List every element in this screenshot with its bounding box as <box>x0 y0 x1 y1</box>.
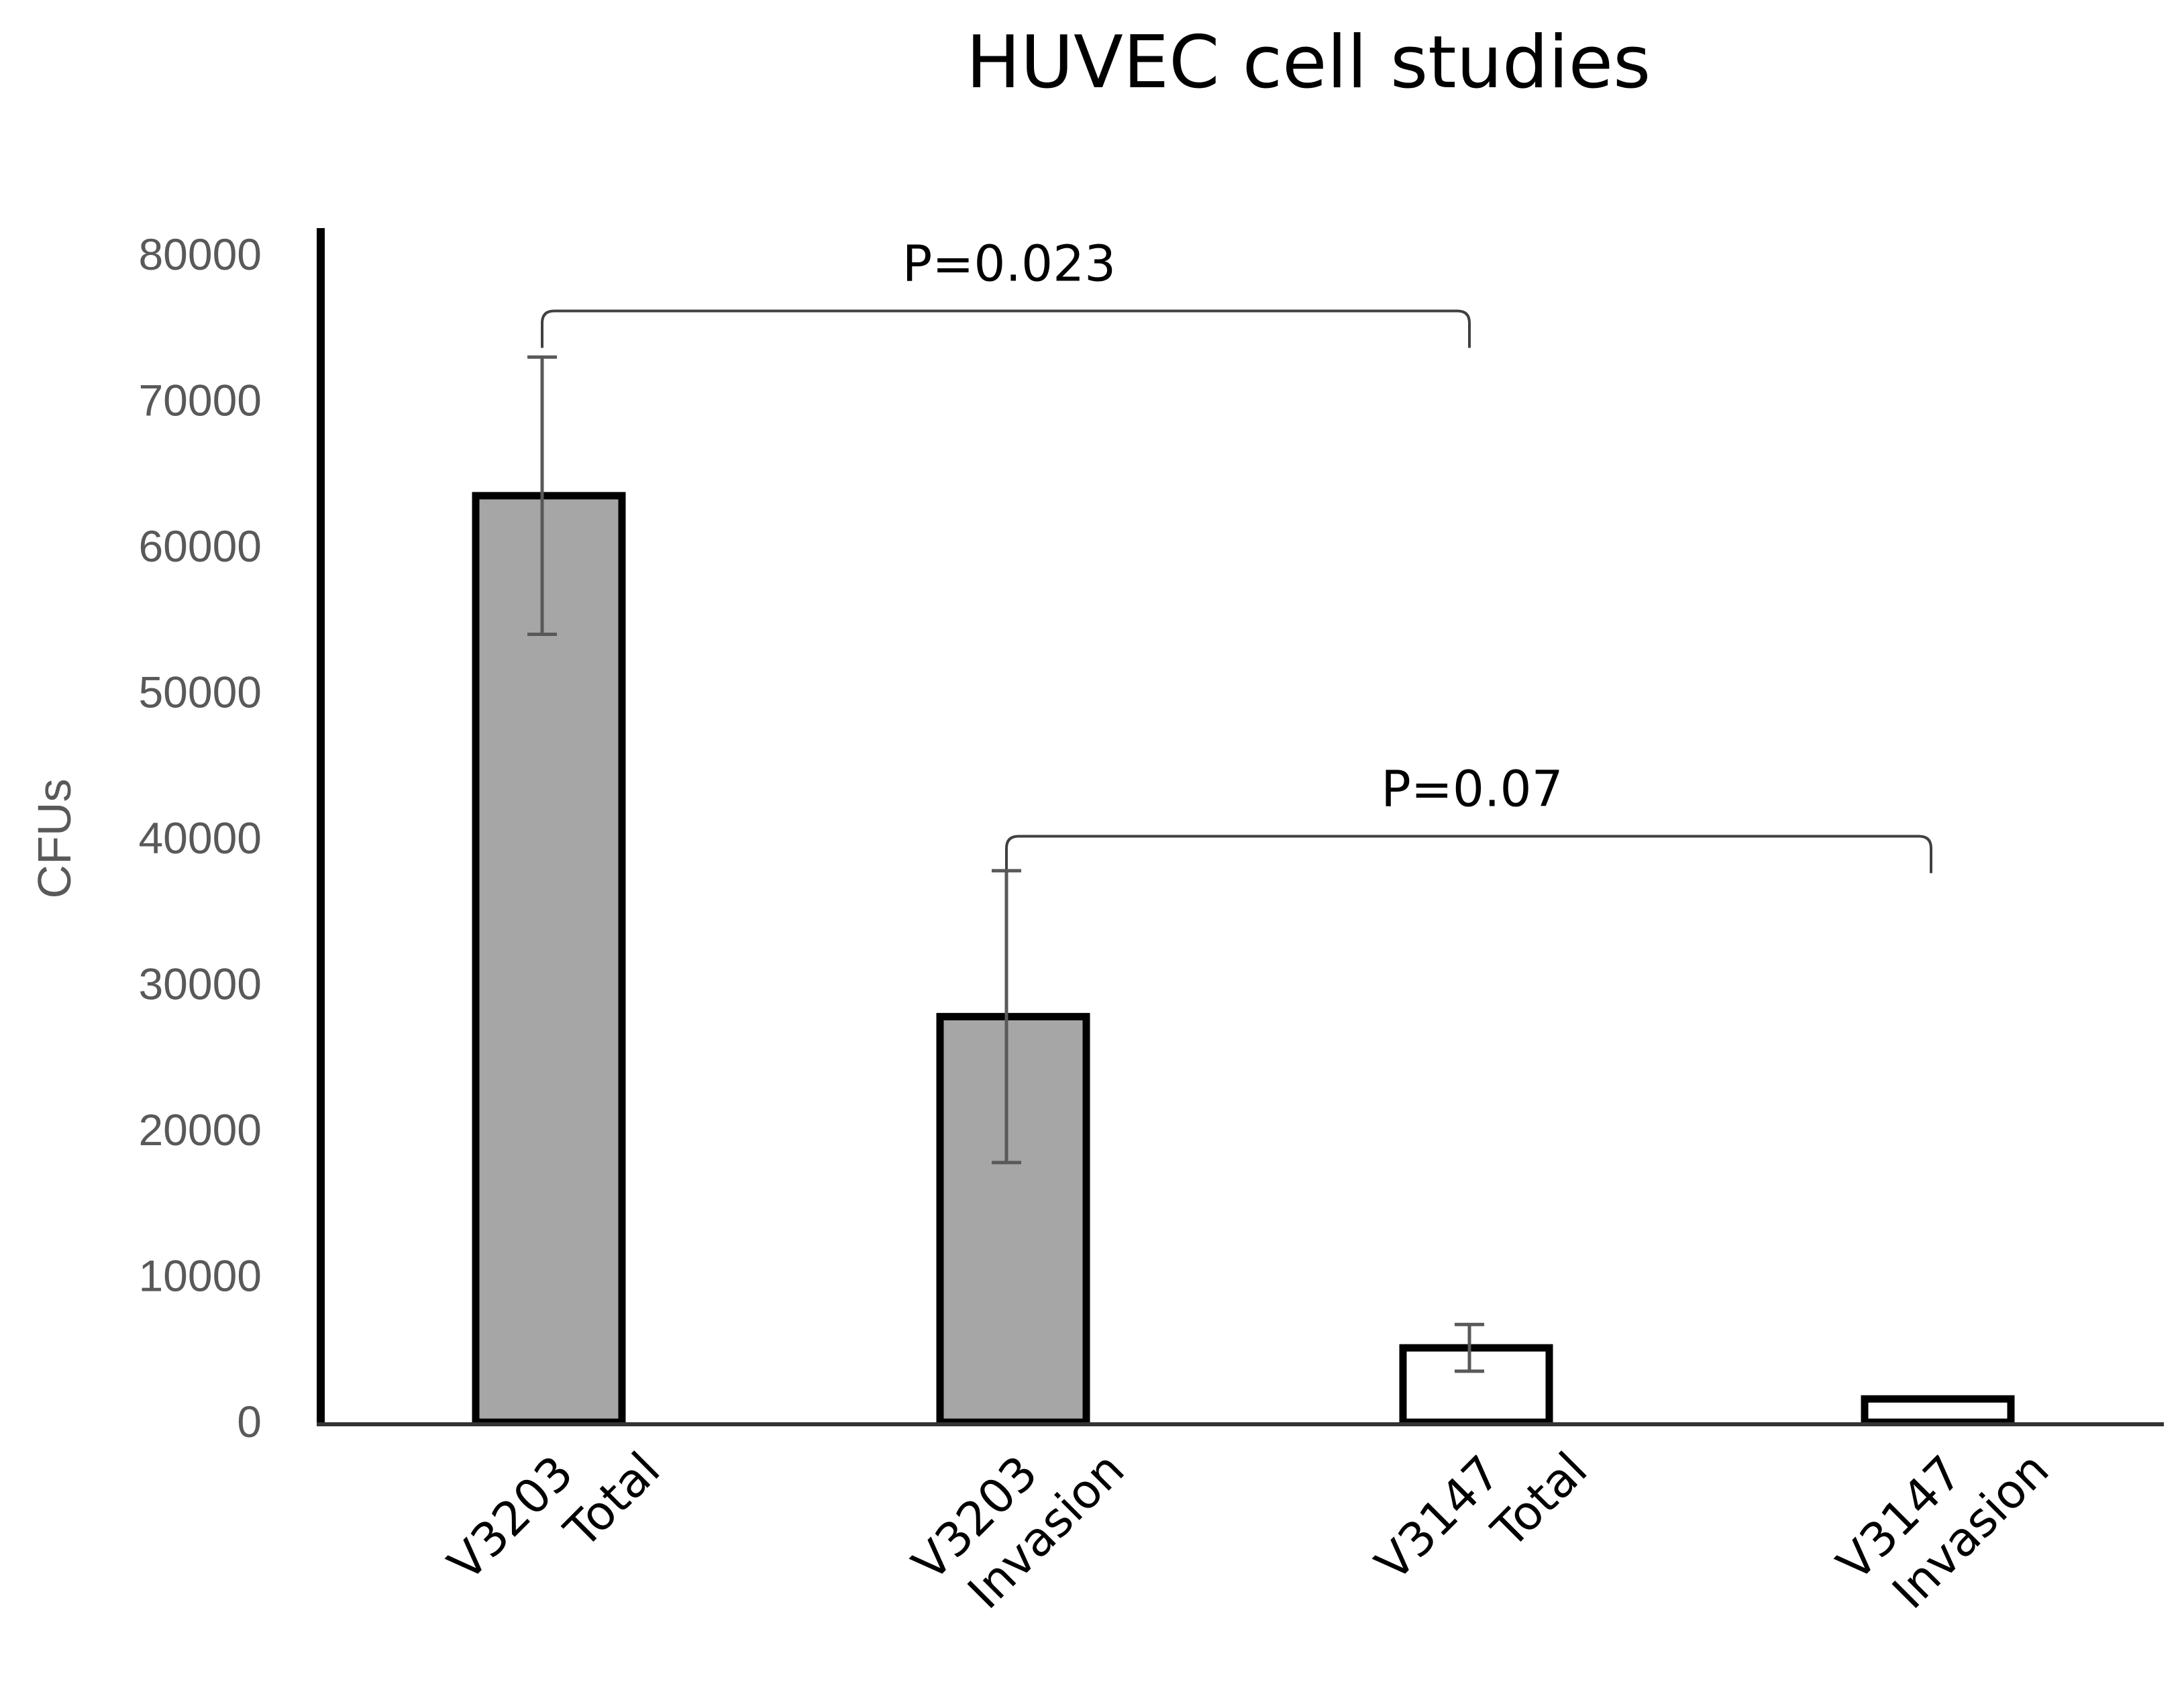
bracket-line <box>1005 835 1932 873</box>
category-labels: V3203Total V3203Invasion V3147Total V3147In… <box>437 1400 2059 1633</box>
p-value-label: P=0.07 <box>1381 761 1563 818</box>
y-tick-label: 80000 <box>138 229 262 279</box>
category-label-line: Total <box>1481 1442 1598 1558</box>
bar-0 <box>472 492 626 1426</box>
y-tick-label: 60000 <box>138 521 262 571</box>
significance-bracket-0: P=0.023 <box>541 235 1471 348</box>
error-bar-2 <box>1455 1322 1484 1373</box>
category-label-3: V3147Invasion <box>1826 1400 2059 1633</box>
y-axis-ticks: 0 10000 20000 30000 40000 50000 60000 70000 8000… <box>138 229 262 1446</box>
error-bar-0 <box>527 355 557 636</box>
y-tick-label: 30000 <box>138 959 262 1009</box>
y-tick-label: 50000 <box>138 668 262 717</box>
axes <box>317 228 2164 1426</box>
bar-1 <box>936 1012 1090 1426</box>
y-tick-label: 40000 <box>138 813 262 863</box>
bar-2 <box>1399 1344 1553 1426</box>
category-label-1: V3203Invasion <box>902 1400 1135 1633</box>
error-bar-1 <box>992 869 1021 1165</box>
category-label-0: V3203Total <box>437 1400 670 1633</box>
y-tick-label: 10000 <box>138 1251 262 1301</box>
bars <box>472 492 2015 1426</box>
significance-bracket-1: P=0.07 <box>1005 761 1932 873</box>
y-axis-label: CFUs <box>28 779 81 899</box>
category-label-2: V3147Total <box>1365 1400 1598 1633</box>
category-label-line: Total <box>554 1442 670 1558</box>
significance-brackets: P=0.023 P=0.07 <box>541 235 1932 873</box>
bar-3 <box>1861 1395 2015 1426</box>
error-bars <box>527 355 1484 1373</box>
chart-title: HUVEC cell studies <box>966 21 1651 105</box>
bracket-line <box>541 309 1471 348</box>
y-tick-label: 70000 <box>138 376 262 425</box>
y-tick-label: 20000 <box>138 1105 262 1155</box>
p-value-label: P=0.023 <box>902 235 1116 293</box>
y-tick-label: 0 <box>237 1397 262 1446</box>
